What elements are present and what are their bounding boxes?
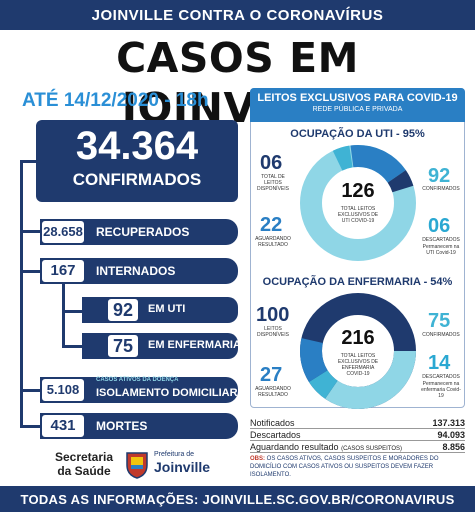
- info-link-text: TODAS AS INFORMAÇÕES: JOINVILLE.SC.GOV.B…: [20, 491, 455, 507]
- leitos-subtitle: REDE PÚBLICA E PRIVADA: [312, 106, 403, 113]
- row-label: Notificados: [250, 418, 295, 428]
- secretaria-line-1: Secretaria: [54, 450, 114, 464]
- secretaria-line-2: da Saúde: [57, 464, 111, 478]
- ward-slice-waiting: [300, 293, 416, 409]
- secretaria-logo: Secretaria da Saúde: [54, 450, 114, 478]
- uti-donut: [300, 145, 416, 261]
- prefeitura-logo: Prefeitura de Joinville: [124, 447, 216, 481]
- row-value: 137.313: [432, 418, 465, 428]
- ward-label: EM ENFERMARIA: [148, 339, 241, 351]
- ward-slice-confirmed: [300, 293, 416, 409]
- connector-vertical: [20, 160, 23, 428]
- uti-free-value: 06: [260, 152, 283, 174]
- uti-discarded-note: Permanecem na UTI Covid-19: [422, 244, 460, 256]
- connector-home: [20, 389, 40, 392]
- ward-discarded-label: DESCARTADOS: [422, 374, 460, 380]
- recovered-label: RECUPERADOS: [96, 225, 190, 239]
- row-value: 94.093: [437, 430, 465, 440]
- prefeitura-small: Prefeitura de: [154, 451, 195, 458]
- uti-discarded-value: 06: [428, 215, 451, 237]
- table-row: Descartados 94.093: [250, 430, 465, 441]
- row-label: Aguardando resultado: [250, 442, 339, 452]
- ward-discarded-note: Permanecem na enfermaria Covid-19: [421, 381, 461, 399]
- uti-total-label: TOTAL LEITOS EXCLUSIVOS DE UTI COVID-19: [337, 206, 379, 224]
- obs-text: OS CASOS ATIVOS, CASOS SUSPEITOS E MORAD…: [250, 456, 439, 478]
- confirmed-box: [36, 120, 238, 202]
- home-label: ISOLAMENTO DOMICILIAR: [96, 387, 238, 399]
- uti-chart-title: OCUPAÇÃO DA UTI - 95%: [290, 128, 425, 140]
- uti-waiting-value: 22: [260, 214, 283, 236]
- connector-confirmed: [20, 160, 36, 163]
- bottom-banner: TODAS AS INFORMAÇÕES: JOINVILLE.SC.GOV.B…: [0, 486, 475, 512]
- deaths-value: 431: [40, 413, 86, 439]
- uti-slice-waiting: [300, 145, 416, 261]
- ward-value: 75: [106, 333, 140, 359]
- uti-confirmed-label: CONFIRMADOS: [422, 186, 460, 192]
- table-row: Notificados 137.313: [250, 418, 465, 429]
- prefeitura-big: Joinville: [154, 459, 211, 475]
- uti-confirmed-value: 92: [428, 165, 451, 187]
- home-sublabel: CASOS ATIVOS DA DOENÇA: [96, 377, 179, 383]
- uti-discarded-label: DESCARTADOS: [422, 237, 460, 243]
- ward-discarded-value: 14: [428, 352, 451, 374]
- row-label-wrap: Aguardando resultado (CASOS SUSPEITOS): [250, 442, 402, 452]
- connector-ward: [62, 345, 82, 348]
- connector-deaths: [20, 425, 40, 428]
- recovered-value: 28.658: [40, 219, 86, 245]
- ward-waiting-value: 27: [260, 364, 283, 386]
- uti-waiting-label: AGUARDANDO RESULTADO: [255, 236, 291, 248]
- row-note: (CASOS SUSPEITOS): [341, 446, 402, 452]
- row-value: 8.856: [442, 442, 465, 452]
- connector-uti: [62, 310, 82, 313]
- uti-label: EM UTI: [148, 303, 186, 315]
- obs-prefix: OBS:: [250, 456, 265, 462]
- home-value: 5.108: [40, 377, 86, 403]
- top-banner: JOINVILLE CONTRA O CORONAVÍRUS: [0, 0, 475, 30]
- ward-confirmed-value: 75: [428, 310, 451, 332]
- uti-value: 92: [106, 297, 140, 323]
- uti-free-label: TOTAL DE LEITOS DISPONÍVEIS: [257, 174, 289, 192]
- ward-donut: [300, 293, 416, 409]
- ward-total: 216: [341, 327, 375, 349]
- connector-hospitalized: [20, 270, 40, 273]
- row-label: Descartados: [250, 430, 301, 440]
- coat-of-arms-icon: [126, 452, 148, 479]
- hospitalized-label: INTERNADOS: [96, 264, 176, 278]
- confirmed-value: 34.364: [75, 124, 199, 168]
- ward-total-label: TOTAL LEITOS EXCLUSIVOS DE ENFERMARIA CO…: [337, 353, 379, 377]
- connector-recovered: [20, 230, 40, 233]
- ward-confirmed-label: CONFIRMADOS: [422, 332, 460, 338]
- leitos-title: LEITOS EXCLUSIVOS PARA COVID-19: [257, 92, 458, 104]
- confirmed-label: CONFIRMADOS: [72, 170, 202, 189]
- leitos-header: LEITOS EXCLUSIVOS PARA COVID-19 REDE PÚB…: [250, 88, 465, 122]
- obs-note: OBS: OS CASOS ATIVOS, CASOS SUSPEITOS E …: [250, 455, 470, 479]
- ward-free-label: LEITOS DISPONÍVEIS: [257, 326, 289, 338]
- hospitalized-value: 167: [40, 258, 86, 284]
- date-line: ATÉ 14/12/2020 - 18h: [22, 90, 209, 111]
- deaths-label: MORTES: [96, 419, 148, 433]
- table-row: Aguardando resultado (CASOS SUSPEITOS) 8…: [250, 442, 465, 453]
- ward-waiting-label: AGUARDANDO RESULTADO: [255, 386, 291, 398]
- banner-text: JOINVILLE CONTRA O CORONAVÍRUS: [91, 6, 384, 24]
- ward-free-value: 100: [256, 304, 290, 326]
- uti-total: 126: [341, 180, 375, 202]
- connector-sub-vertical: [62, 283, 65, 347]
- ward-chart-title: OCUPAÇÃO DA ENFERMARIA - 54%: [262, 276, 453, 288]
